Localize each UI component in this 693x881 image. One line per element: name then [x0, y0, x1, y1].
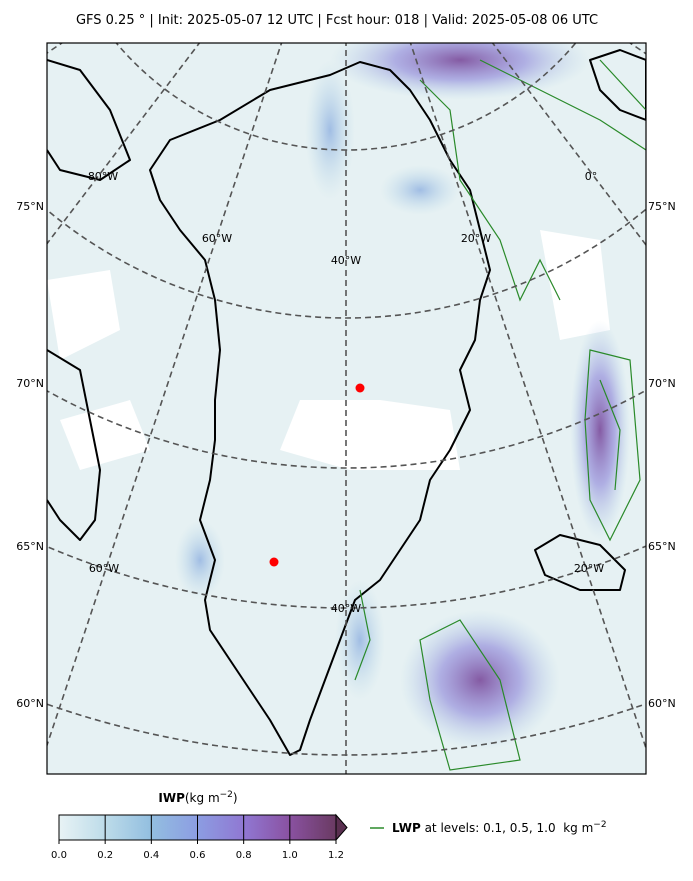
colorbar-tick-label: 0.6 [190, 850, 206, 861]
legend-desc: at levels: 0.1, 0.5, 1.0 kg m [421, 821, 594, 835]
lat-label: 70°N [16, 377, 44, 390]
colorbar-tick-label: 0.8 [236, 850, 252, 861]
lon-label: 60°W [202, 232, 232, 245]
lon-label: 80°W [88, 170, 118, 183]
colorbar-extend [335, 813, 348, 842]
lon-label: 20°W [461, 232, 491, 245]
colorbar-var: IWP [158, 791, 185, 805]
lon-label: 0° [585, 170, 598, 183]
lat-label: 70°N [648, 377, 676, 390]
lat-label: 75°N [648, 200, 676, 213]
lat-label: 60°N [648, 697, 676, 710]
colorbar-tick-label: 1.2 [328, 850, 344, 861]
site-marker [355, 383, 365, 393]
lon-label: 40°W [331, 602, 361, 615]
colorbar-tick-label: 0.4 [143, 850, 159, 861]
map: 80°W 60°W 40°W 20°W 0° 60°W 40°W 20°W [47, 43, 646, 774]
lat-label: 60°N [16, 697, 44, 710]
colorbar-tick-label: 1.0 [282, 850, 298, 861]
lat-label: 65°N [16, 540, 44, 553]
legend-var: LWP [392, 821, 421, 835]
legend-text: LWP at levels: 0.1, 0.5, 1.0 kg m−2 [392, 820, 607, 835]
colorbar-ticks: 0.0 0.2 0.4 0.6 0.8 1.0 1.2 [51, 815, 344, 861]
lon-label: 40°W [331, 254, 361, 267]
lat-label: 75°N [16, 200, 44, 213]
lat-label: 65°N [648, 540, 676, 553]
colorbar-tick-label: 0.0 [51, 850, 67, 861]
colorbar-unit-close: ) [233, 791, 238, 805]
lon-label: 20°W [574, 562, 604, 575]
legend-exp: −2 [593, 820, 606, 830]
map-frame [46, 42, 647, 775]
colorbar-label: IWP(kg m−2) [158, 790, 237, 805]
title: GFS 0.25 ° | Init: 2025-05-07 12 UTC | F… [76, 13, 598, 28]
lon-label: 60°W [89, 562, 119, 575]
graticule [47, 43, 646, 774]
colorbar-tick-label: 0.2 [97, 850, 113, 861]
colorbar-unit: (kg m [185, 791, 220, 805]
site-marker [269, 557, 279, 567]
colorbar-unit-exp: −2 [220, 790, 233, 800]
